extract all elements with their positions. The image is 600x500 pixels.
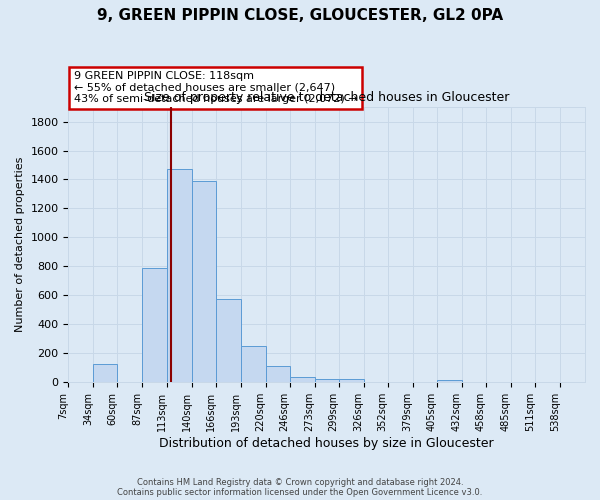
- Text: Contains HM Land Registry data © Crown copyright and database right 2024.
Contai: Contains HM Land Registry data © Crown c…: [118, 478, 482, 497]
- Bar: [241, 346, 266, 383]
- Text: 9 GREEN PIPPIN CLOSE: 118sqm
← 55% of detached houses are smaller (2,647)
43% of: 9 GREEN PIPPIN CLOSE: 118sqm ← 55% of de…: [74, 71, 357, 104]
- Bar: [167, 170, 191, 382]
- Bar: [266, 366, 290, 382]
- Bar: [314, 378, 339, 382]
- Bar: [437, 380, 462, 382]
- Bar: [215, 299, 241, 382]
- Y-axis label: Number of detached properties: Number of detached properties: [15, 157, 25, 332]
- Bar: [191, 181, 215, 382]
- Bar: [142, 268, 167, 382]
- Bar: [339, 380, 364, 382]
- Text: 9, GREEN PIPPIN CLOSE, GLOUCESTER, GL2 0PA: 9, GREEN PIPPIN CLOSE, GLOUCESTER, GL2 0…: [97, 8, 503, 22]
- Bar: [94, 364, 118, 382]
- Bar: [290, 378, 314, 382]
- X-axis label: Distribution of detached houses by size in Gloucester: Distribution of detached houses by size …: [160, 437, 494, 450]
- Title: Size of property relative to detached houses in Gloucester: Size of property relative to detached ho…: [144, 92, 509, 104]
